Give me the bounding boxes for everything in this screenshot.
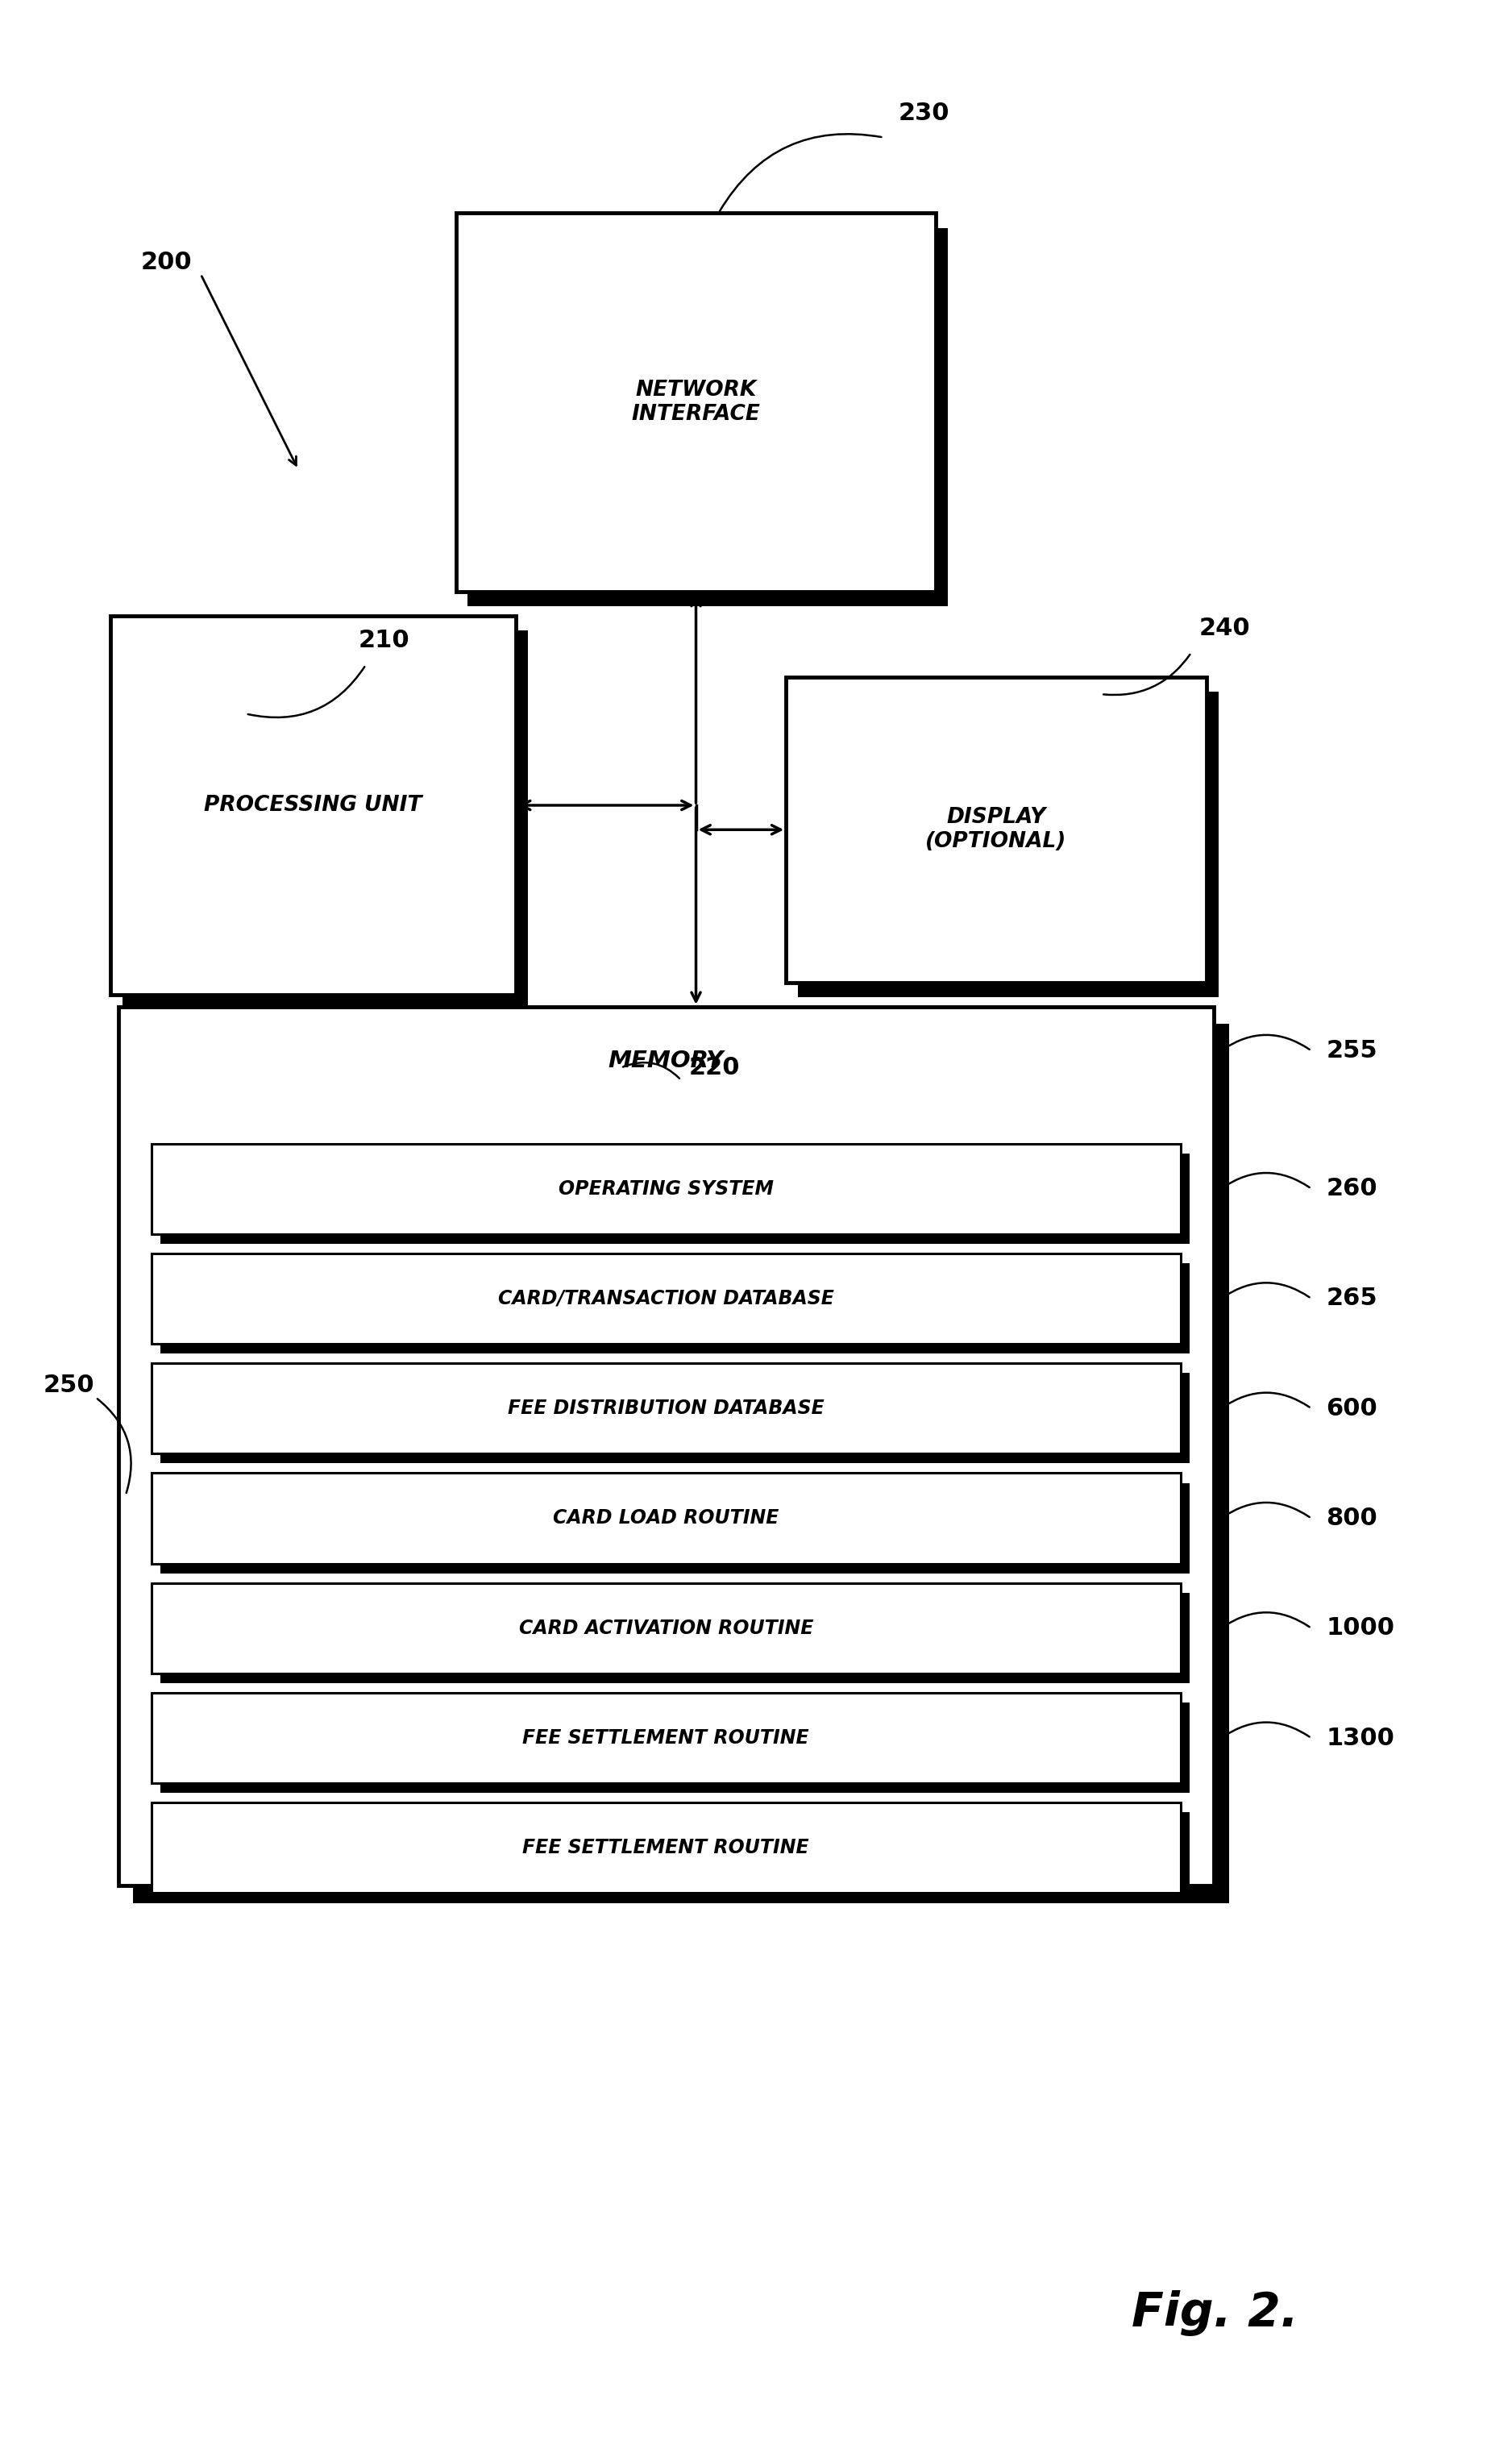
Text: MEMORY: MEMORY	[608, 1050, 724, 1072]
Bar	[151, 1693, 1181, 1783]
Text: 1000: 1000	[1326, 1617, 1394, 1641]
Bar	[151, 1364, 1181, 1455]
Text: CARD ACTIVATION ROUTINE: CARD ACTIVATION ROUTINE	[519, 1619, 813, 1639]
Bar	[151, 1803, 1181, 1894]
Text: 800: 800	[1326, 1506, 1377, 1531]
Text: 260: 260	[1326, 1177, 1377, 1200]
Bar	[151, 1474, 1181, 1563]
Bar	[467, 228, 948, 606]
Bar	[160, 1592, 1190, 1683]
Bar	[455, 213, 936, 591]
Text: 250: 250	[44, 1374, 94, 1396]
Text: 230: 230	[898, 101, 950, 125]
Text: CARD/TRANSACTION DATABASE: CARD/TRANSACTION DATABASE	[497, 1288, 835, 1307]
Text: NETWORK
INTERFACE: NETWORK INTERFACE	[632, 380, 761, 424]
Text: 255: 255	[1326, 1040, 1377, 1062]
Bar	[133, 1023, 1229, 1904]
Text: FEE DISTRIBUTION DATABASE: FEE DISTRIBUTION DATABASE	[508, 1398, 824, 1418]
Text: Fig. 2.: Fig. 2.	[1131, 2291, 1297, 2335]
Bar	[151, 1253, 1181, 1344]
Text: 240: 240	[1199, 616, 1250, 640]
Text: 200: 200	[141, 250, 192, 275]
Text: 600: 600	[1326, 1396, 1377, 1420]
Text: PROCESSING UNIT: PROCESSING UNIT	[204, 795, 422, 817]
Bar	[151, 1143, 1181, 1234]
Bar	[160, 1484, 1190, 1572]
Bar	[160, 1702, 1190, 1793]
Text: FEE SETTLEMENT ROUTINE: FEE SETTLEMENT ROUTINE	[523, 1729, 809, 1747]
Text: 1300: 1300	[1326, 1727, 1394, 1749]
Bar	[160, 1374, 1190, 1464]
Bar	[798, 692, 1219, 996]
Bar	[122, 630, 528, 1008]
Text: OPERATING SYSTEM: OPERATING SYSTEM	[558, 1180, 774, 1200]
Text: FEE SETTLEMENT ROUTINE: FEE SETTLEMENT ROUTINE	[523, 1837, 809, 1857]
Bar	[110, 616, 516, 993]
Bar	[118, 1006, 1214, 1886]
Bar	[160, 1153, 1190, 1244]
Text: DISPLAY
(OPTIONAL): DISPLAY (OPTIONAL)	[925, 807, 1067, 851]
Text: CARD LOAD ROUTINE: CARD LOAD ROUTINE	[553, 1509, 779, 1528]
Text: 220: 220	[688, 1057, 739, 1079]
Bar	[160, 1263, 1190, 1354]
Bar	[160, 1813, 1190, 1904]
Text: 210: 210	[358, 628, 410, 652]
Text: 265: 265	[1326, 1288, 1377, 1310]
Bar	[151, 1582, 1181, 1673]
Bar	[786, 677, 1207, 981]
